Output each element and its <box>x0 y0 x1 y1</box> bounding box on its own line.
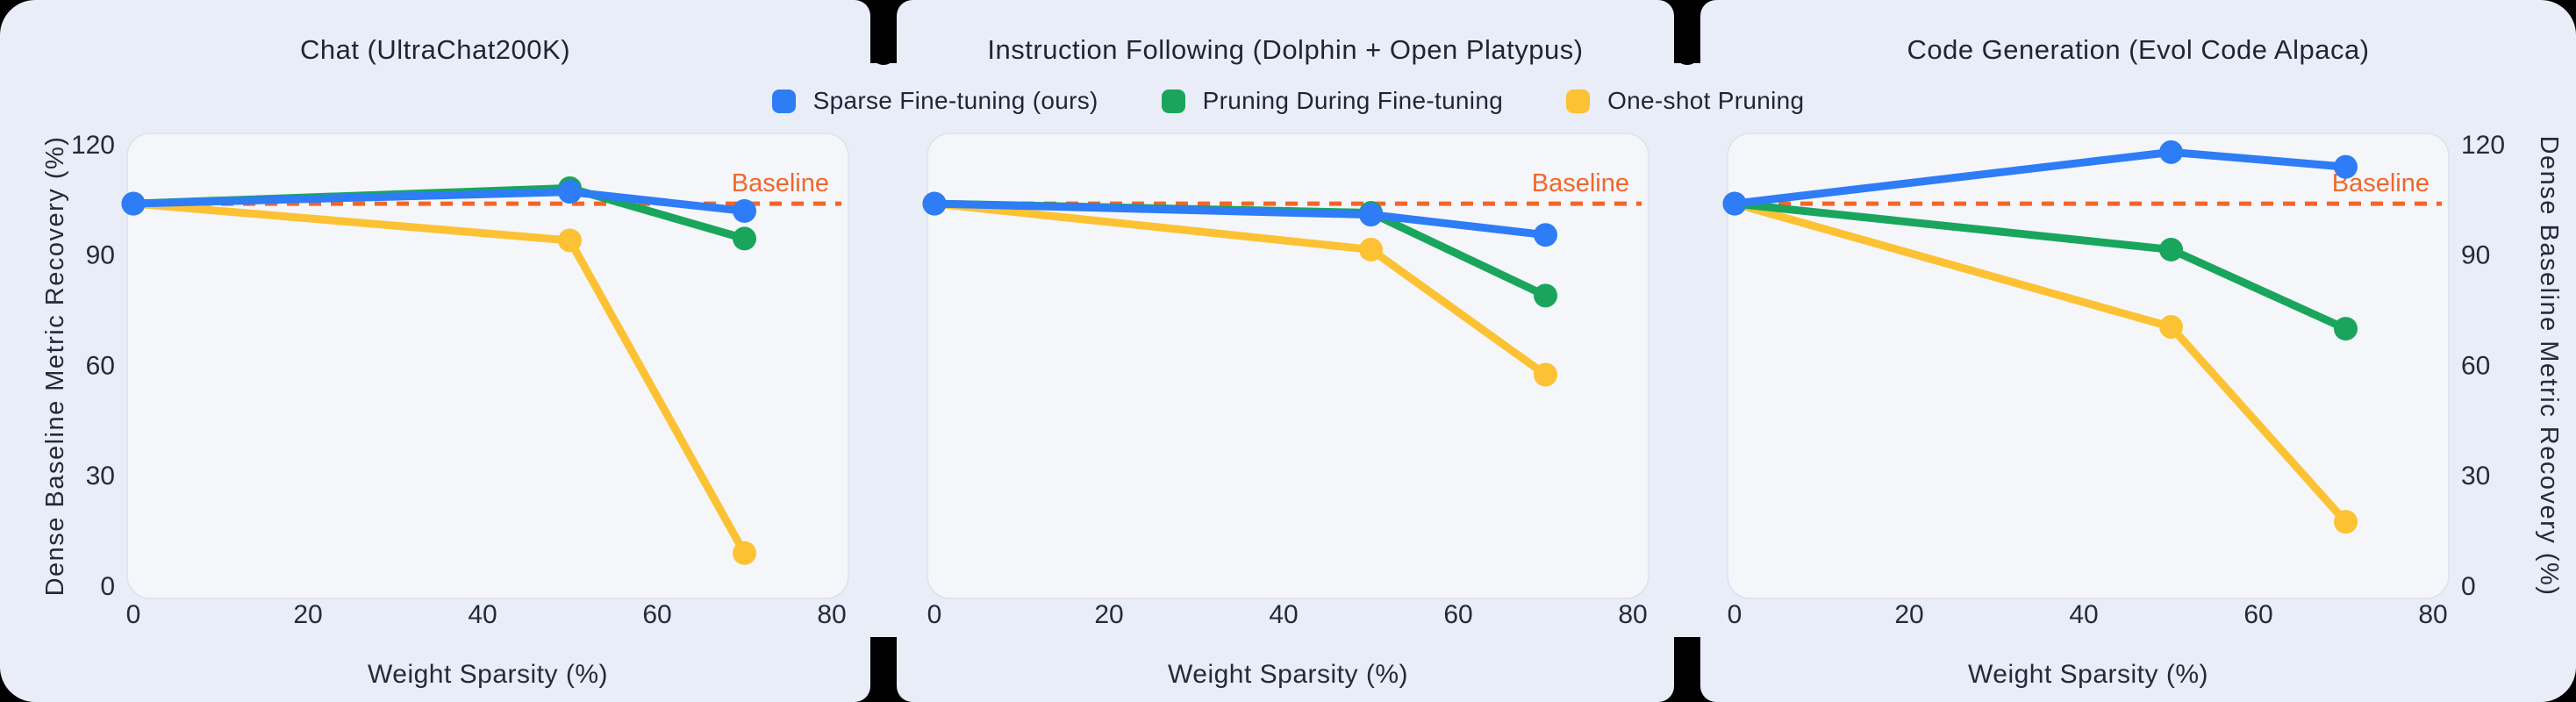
legend-marker-pruning-during-fine-tuning-icon <box>1161 89 1185 113</box>
legend-marker-one-shot-pruning-icon <box>1566 89 1591 113</box>
x-tick-label: 20 <box>1894 600 1923 629</box>
data-point <box>2159 140 2183 164</box>
panel-gap-notch-top-1 <box>870 0 897 65</box>
data-point <box>1359 203 1383 227</box>
y-tick-label: 0 <box>100 572 115 601</box>
legend-item-one-shot-pruning: One-shot Pruning <box>1566 87 1804 115</box>
y-tick-label: 30 <box>2461 462 2490 491</box>
x-axis-title: Weight Sparsity (%) <box>368 660 608 689</box>
y-tick-label: 120 <box>71 131 115 160</box>
data-point <box>733 198 756 223</box>
chart-title-instruction-following: Instruction Following (Dolphin + Open Pl… <box>987 34 1584 65</box>
x-tick-label: 40 <box>2069 600 2098 629</box>
data-point <box>1534 283 1557 308</box>
y-tick-label: 60 <box>2461 351 2490 380</box>
data-point <box>121 191 146 216</box>
data-point <box>922 191 947 216</box>
x-tick-label: 40 <box>1269 600 1298 629</box>
x-tick-label: 80 <box>2418 600 2447 629</box>
y-tick-label: 30 <box>86 462 115 491</box>
x-axis-title: Weight Sparsity (%) <box>1968 660 2208 689</box>
x-axis-title: Weight Sparsity (%) <box>1168 660 1408 689</box>
data-point <box>558 228 582 253</box>
y-tick-label: 90 <box>86 241 115 270</box>
y-tick-label: 60 <box>86 351 115 380</box>
baseline-label: Baseline <box>1532 169 1629 197</box>
y-tick-label: 120 <box>2461 131 2505 160</box>
x-tick-label: 80 <box>1618 600 1647 629</box>
chart-title-chat: Chat (UltraChat200K) <box>299 34 571 65</box>
chart-title-code-generation: Code Generation (Evol Code Alpaca) <box>1907 34 2370 65</box>
legend-label-one-shot-pruning: One-shot Pruning <box>1607 87 1805 114</box>
x-tick-label: 80 <box>817 600 846 629</box>
x-tick-label: 0 <box>126 600 141 629</box>
x-tick-label: 40 <box>468 600 497 629</box>
data-point <box>1359 237 1383 261</box>
data-point <box>733 541 756 565</box>
x-tick-label: 60 <box>642 600 671 629</box>
x-tick-label: 60 <box>2243 600 2272 629</box>
data-point <box>2159 237 2183 261</box>
data-point <box>733 226 756 251</box>
panel-gap-notch-bottom-2 <box>1674 637 1700 702</box>
legend-item-pruning-during-fine-tuning: Pruning During Fine-tuning <box>1161 87 1504 115</box>
chart-svg-chat: Baseline 0 20 40 60 80 0 30 60 90 120 Weight Sparsi… <box>41 131 849 689</box>
legend: Sparse Fine-tuning (ours) Pruning During… <box>0 87 2576 115</box>
panel-gap-notch-bottom-1 <box>870 637 897 702</box>
data-point <box>1534 362 1557 387</box>
y-tick-label: 0 <box>2461 572 2476 601</box>
y-tick-label: 90 <box>2461 241 2490 270</box>
plot-area <box>126 133 849 599</box>
baseline-label: Baseline <box>732 169 829 197</box>
chart-svg-instruction-following: Baseline 0 20 40 60 80 Weight Sparsity (%) <box>922 133 1649 689</box>
plot-area <box>927 133 1649 599</box>
y-axis-title: Dense Baseline Metric Recovery (%) <box>41 136 69 597</box>
data-point <box>2334 154 2358 179</box>
data-point <box>558 180 582 204</box>
legend-label-sparse-fine-tuning: Sparse Fine-tuning (ours) <box>812 87 1098 114</box>
data-point <box>2334 317 2358 341</box>
legend-item-sparse-fine-tuning: Sparse Fine-tuning (ours) <box>771 87 1098 115</box>
legend-label-pruning-during-fine-tuning: Pruning During Fine-tuning <box>1202 87 1504 114</box>
x-tick-label: 20 <box>293 600 322 629</box>
x-tick-label: 60 <box>1443 600 1472 629</box>
data-point <box>1534 223 1557 247</box>
data-point <box>1722 191 1747 216</box>
data-point <box>2334 510 2358 534</box>
x-tick-label: 20 <box>1094 600 1123 629</box>
legend-marker-sparse-fine-tuning-icon <box>771 89 796 113</box>
y-axis-title: Dense Baseline Metric Recovery (%) <box>2535 136 2563 597</box>
x-tick-label: 0 <box>1728 600 1742 629</box>
panel-gap-notch-top-2 <box>1674 0 1700 65</box>
x-tick-label: 0 <box>927 600 942 629</box>
data-point <box>2159 314 2183 339</box>
